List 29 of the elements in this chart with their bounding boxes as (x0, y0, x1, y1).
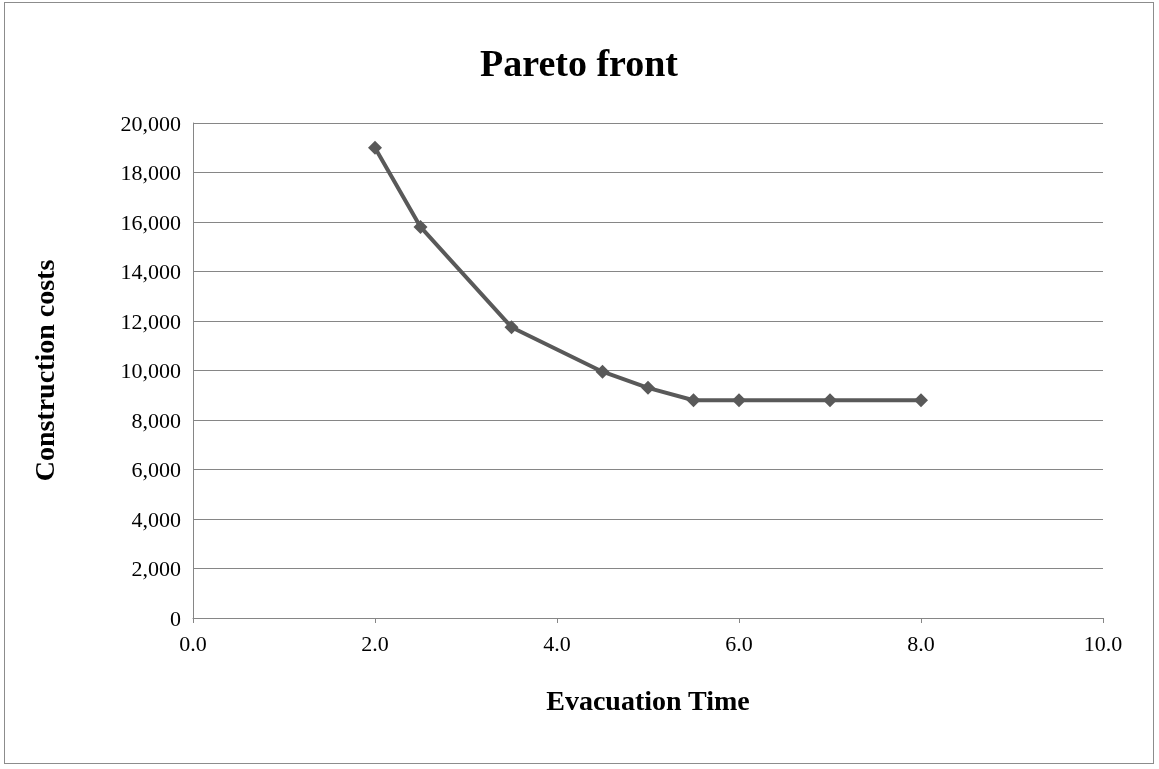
point (823, 393, 837, 408)
x-axis-title: Evacuation Time (546, 684, 750, 716)
y-tick-label: 2,000 (131, 556, 181, 581)
y-tick-label: 0 (170, 605, 181, 631)
x-tick-label: 8.0 (907, 630, 935, 656)
point (595, 364, 610, 379)
x-tick-label: 10.0 (1083, 630, 1123, 656)
y-tick-label: 8,000 (131, 407, 181, 433)
chart-title: Pareto front (479, 42, 679, 84)
point (368, 140, 382, 155)
point (686, 393, 701, 408)
y-tick-label: 4,000 (131, 506, 181, 532)
y-tick-label: 20,000 (120, 110, 181, 136)
y-tick-label: 12,000 (120, 308, 181, 334)
x-tick-label: 0.0 (179, 630, 207, 656)
y-tick-label: 18,000 (120, 160, 181, 185)
y-tick-label: 10,000 (120, 358, 181, 383)
x-tick-label: 2.0 (361, 630, 389, 656)
point (732, 393, 746, 408)
point (413, 219, 428, 234)
y-tick-label: 16,000 (120, 209, 181, 235)
point (504, 320, 519, 335)
y-tick-label: 6,000 (131, 457, 181, 482)
y-tick-label: 14,000 (120, 259, 181, 284)
x-tick-label: 6.0 (725, 630, 753, 656)
y-axis-title: Construction costs (28, 259, 60, 482)
point (641, 380, 655, 395)
point (914, 393, 928, 408)
x-tick-label: 4.0 (543, 630, 571, 656)
